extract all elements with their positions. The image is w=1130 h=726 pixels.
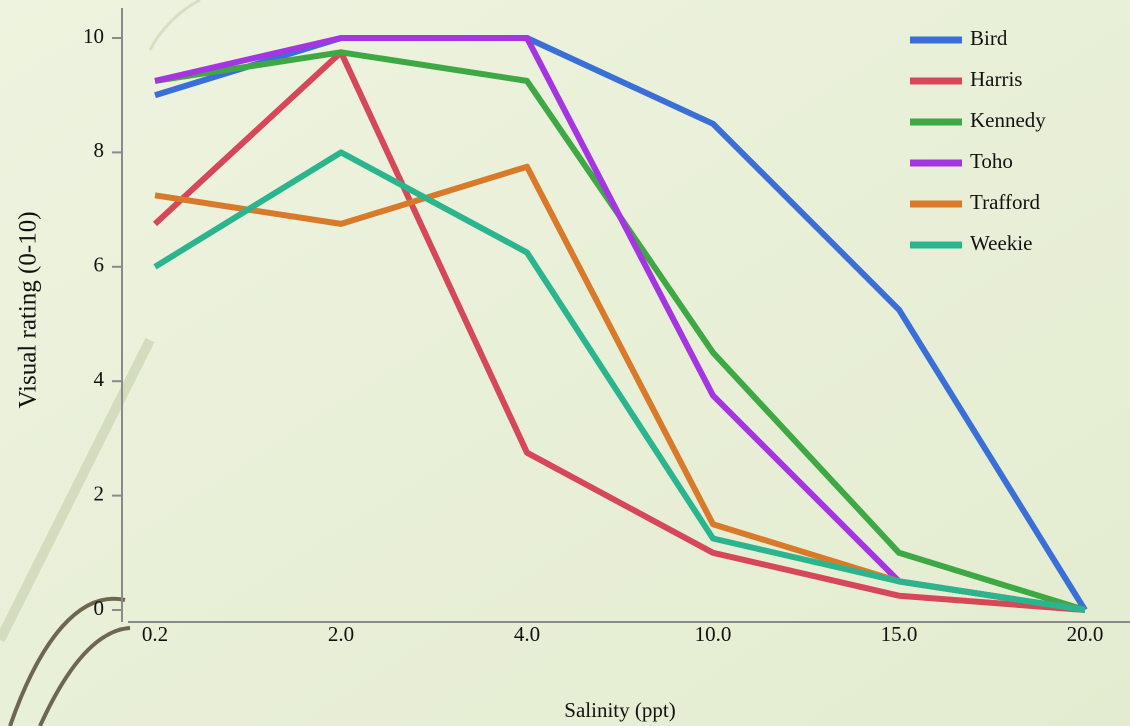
legend-label: Weekie — [970, 231, 1032, 255]
legend-label: Toho — [970, 149, 1013, 173]
legend-label: Harris — [970, 67, 1022, 91]
chart: Visual rating (0-10) Salinity (ppt) 0 2 4 6… — [0, 0, 1130, 726]
page: {"chart_data": { "type": "line", "x_labe… — [0, 0, 1130, 726]
y-tick-label: 4 — [94, 367, 105, 391]
y-axis-label: Visual rating (0-10) — [15, 211, 42, 408]
x-axis-label: Salinity (ppt) — [564, 698, 675, 722]
y-tick-label: 8 — [94, 138, 105, 162]
y-tick-label: 2 — [94, 481, 105, 505]
legend-label: Bird — [970, 26, 1008, 50]
y-tick-label: 10 — [83, 24, 104, 48]
x-tick-label: 4.0 — [514, 622, 540, 646]
y-tick-label: 0 — [94, 596, 105, 620]
y-tick-label: 6 — [94, 253, 105, 277]
legend-label: Kennedy — [970, 108, 1046, 132]
legend-label: Trafford — [970, 190, 1041, 214]
x-tick-label: 0.2 — [142, 622, 168, 646]
x-tick-label: 10.0 — [695, 622, 732, 646]
x-tick-label: 2.0 — [328, 622, 354, 646]
x-tick-label: 20.0 — [1067, 622, 1104, 646]
x-tick-label: 15.0 — [881, 622, 918, 646]
